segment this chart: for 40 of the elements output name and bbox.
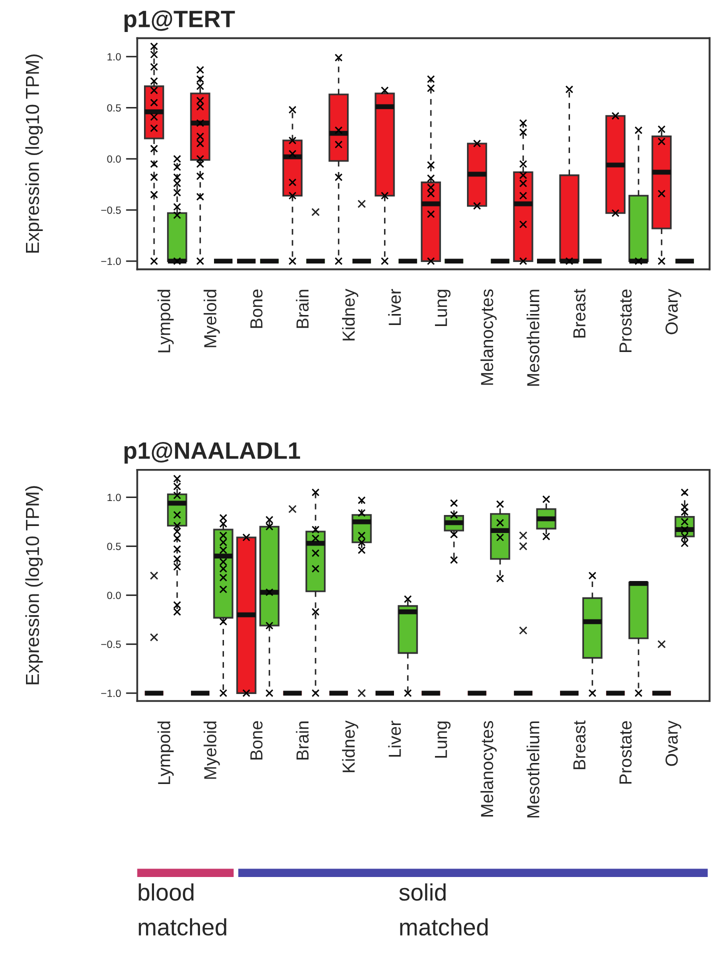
x-tick-label: Melanocytes (480, 721, 497, 816)
x-tick-label: Breast (573, 720, 586, 770)
y-tick-label: 1.0 (108, 53, 121, 60)
x-tick-label: Breast (573, 288, 586, 338)
x-tick-label: Liver (388, 720, 401, 757)
x-tick-label: Mesothelium (526, 290, 540, 386)
text: blood matched (138, 883, 226, 936)
chart-title: p1@TERT (124, 10, 235, 32)
y-tick-label: −1.0 (101, 258, 121, 266)
y-tick-label: 1.0 (108, 494, 121, 502)
x-tick-label: Prostate (620, 290, 632, 352)
x-tick-label: Lympoid (158, 290, 174, 352)
y-axis-title: Expression (log10 TPM) (25, 486, 43, 684)
x-tick-label: Mesothelium (526, 722, 540, 818)
x-tick-label: Bone (250, 290, 263, 328)
x-tick-label: Ovary (665, 288, 682, 334)
x-tick-label: Kidney (342, 288, 358, 340)
y-tick-label: 0.5 (107, 542, 121, 550)
y-tick-label: −0.5 (101, 206, 121, 214)
y-tick-label: −1.0 (101, 690, 121, 698)
x-tick-label: Melanocytes (480, 289, 497, 385)
x-tick-label: Brain (296, 722, 309, 760)
y-tick-label: 0.0 (107, 592, 121, 600)
x-tick-label: Ovary (665, 720, 682, 766)
x-tick-label: Myeloid (204, 290, 220, 348)
y-tick-label: 0.5 (107, 104, 121, 112)
y-tick-label: 0.0 (107, 155, 121, 163)
x-tick-label: Myeloid (204, 722, 220, 779)
chart-title: p1@NAALADL1 (124, 442, 300, 464)
y-axis-title: Expression (log10 TPM) (25, 54, 43, 253)
y-tick-label: −0.5 (101, 640, 121, 648)
x-tick-label: Brain (296, 290, 309, 328)
x-tick-label: Bone (250, 721, 263, 760)
text: solid matched (399, 883, 488, 936)
x-tick-label: Lung (434, 290, 451, 326)
x-tick-label: Prostate (620, 721, 632, 784)
x-tick-label: Kidney (342, 720, 358, 772)
x-tick-label: Liver (388, 289, 401, 325)
x-tick-label: Lung (434, 722, 451, 758)
x-tick-label: Lympoid (158, 722, 174, 784)
